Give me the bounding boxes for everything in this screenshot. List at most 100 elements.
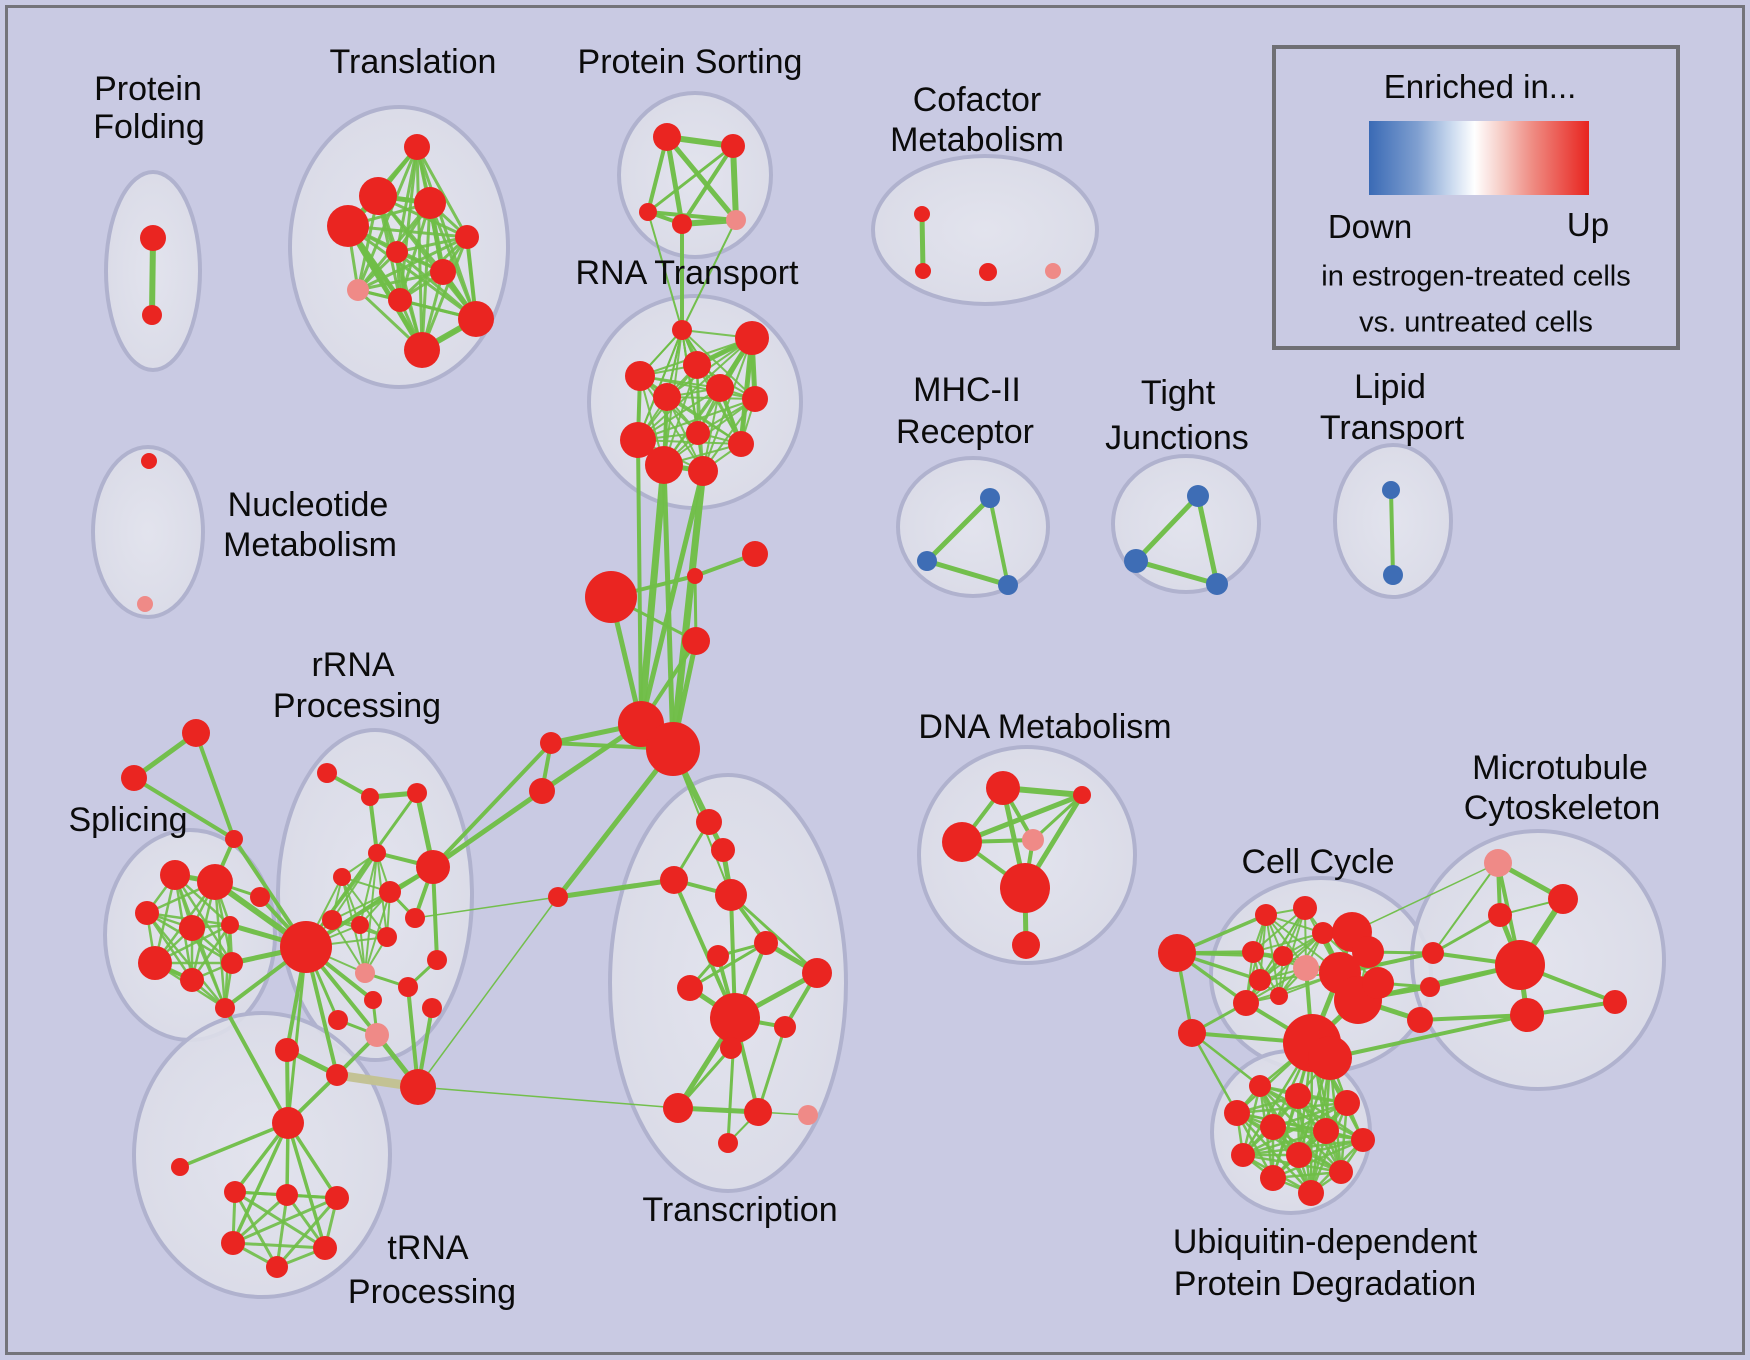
gene-set-node-SP9[interactable] (215, 998, 235, 1018)
gene-set-node-UB6[interactable] (1313, 1118, 1339, 1144)
gene-set-node-CC8[interactable] (1293, 955, 1319, 981)
gene-set-node-TR14[interactable] (798, 1105, 818, 1125)
gene-set-node-TJ1[interactable] (1187, 485, 1209, 507)
gene-set-node-RR3[interactable] (407, 783, 427, 803)
gene-set-node-SP10[interactable] (250, 887, 270, 907)
gene-set-node-CF4[interactable] (1045, 263, 1061, 279)
gene-set-node-MT3[interactable] (1488, 903, 1512, 927)
gene-set-node-PS5[interactable] (726, 210, 746, 230)
gene-set-node-SP5[interactable] (221, 916, 239, 934)
gene-set-node-CF2[interactable] (915, 263, 931, 279)
gene-set-node-C1[interactable] (687, 568, 703, 584)
gene-set-node-SPB[interactable] (121, 765, 147, 791)
gene-set-node-UB3[interactable] (1334, 1090, 1360, 1116)
gene-set-node-RR8[interactable] (405, 908, 425, 928)
gene-set-node-SP1[interactable] (160, 860, 190, 890)
gene-set-node-RT6[interactable] (706, 374, 734, 402)
gene-set-node-SP7[interactable] (180, 968, 204, 992)
gene-set-node-TP2[interactable] (276, 1184, 298, 1206)
gene-set-node-SP2[interactable] (197, 864, 233, 900)
gene-set-node-TP6[interactable] (266, 1256, 288, 1278)
gene-set-node-CF1[interactable] (914, 206, 930, 222)
gene-set-node-RR7[interactable] (379, 881, 401, 903)
gene-set-node-CC5[interactable] (1352, 936, 1384, 968)
gene-set-node-RR18[interactable] (326, 1064, 348, 1086)
gene-set-node-RT3[interactable] (683, 351, 711, 379)
gene-set-node-TR11[interactable] (720, 1037, 742, 1059)
gene-set-node-DM2[interactable] (1073, 786, 1091, 804)
gene-set-node-SPC[interactable] (225, 830, 243, 848)
gene-set-node-UB12[interactable] (1298, 1180, 1324, 1206)
gene-set-node-T7[interactable] (430, 259, 456, 285)
gene-set-node-RR12[interactable] (280, 921, 332, 973)
gene-set-node-C2[interactable] (742, 541, 768, 567)
gene-set-node-RR19[interactable] (328, 1010, 348, 1030)
gene-set-node-DM3[interactable] (942, 822, 982, 862)
gene-set-node-TR12[interactable] (663, 1093, 693, 1123)
gene-set-node-RR14[interactable] (427, 950, 447, 970)
gene-set-node-RR13[interactable] (355, 963, 375, 983)
gene-set-node-TR3[interactable] (660, 866, 688, 894)
gene-set-node-TR7[interactable] (677, 975, 703, 1001)
gene-set-node-CC17[interactable] (1178, 1019, 1206, 1047)
gene-set-node-MH3[interactable] (998, 575, 1018, 595)
gene-set-node-CF3[interactable] (979, 263, 997, 281)
gene-set-node-CC2[interactable] (1293, 896, 1317, 920)
gene-set-node-MT4[interactable] (1495, 940, 1545, 990)
gene-set-node-CC1[interactable] (1255, 904, 1277, 926)
gene-set-node-TPH[interactable] (272, 1107, 304, 1139)
gene-set-node-CC6[interactable] (1242, 941, 1264, 963)
gene-set-node-TR2[interactable] (711, 838, 735, 862)
gene-set-node-RR23[interactable] (365, 1023, 389, 1047)
gene-set-node-T4[interactable] (327, 205, 369, 247)
gene-set-node-UB2[interactable] (1285, 1083, 1311, 1109)
gene-set-node-TJ2[interactable] (1124, 549, 1148, 573)
gene-set-node-CC15[interactable] (1308, 1036, 1352, 1080)
gene-set-node-TR13[interactable] (744, 1098, 772, 1126)
gene-set-node-T9[interactable] (388, 288, 412, 312)
gene-set-node-PS2[interactable] (721, 134, 745, 158)
gene-set-node-RR16[interactable] (364, 991, 382, 1009)
gene-set-node-DM4[interactable] (1022, 829, 1044, 851)
gene-set-node-UB11[interactable] (1329, 1160, 1353, 1184)
gene-set-node-UB4[interactable] (1224, 1100, 1250, 1126)
gene-set-node-CC0[interactable] (1158, 934, 1196, 972)
gene-set-node-DM5[interactable] (1000, 863, 1050, 913)
gene-set-node-RR4[interactable] (368, 844, 386, 862)
gene-set-node-TP5[interactable] (313, 1236, 337, 1260)
gene-set-node-RR15[interactable] (398, 977, 418, 997)
gene-set-node-MT1[interactable] (1484, 849, 1512, 877)
gene-set-node-CC7[interactable] (1273, 946, 1293, 966)
gene-set-node-CC3[interactable] (1312, 922, 1334, 944)
gene-set-node-TR5[interactable] (754, 931, 778, 955)
gene-set-node-T8[interactable] (347, 279, 369, 301)
gene-set-node-L1[interactable] (540, 732, 562, 754)
gene-set-node-LT2[interactable] (1383, 565, 1403, 585)
gene-set-node-RT4[interactable] (625, 361, 655, 391)
gene-set-node-RR17[interactable] (275, 1038, 299, 1062)
gene-set-node-CC16[interactable] (1362, 967, 1394, 999)
gene-set-node-UB7[interactable] (1351, 1128, 1375, 1152)
gene-set-node-RR5[interactable] (416, 850, 450, 884)
gene-set-node-PS3[interactable] (639, 203, 657, 221)
gene-set-node-TP4[interactable] (221, 1231, 245, 1255)
gene-set-node-PS4[interactable] (672, 214, 692, 234)
gene-set-node-UB9[interactable] (1286, 1142, 1312, 1168)
gene-set-node-RR21[interactable] (400, 1069, 436, 1105)
gene-set-node-MH1[interactable] (980, 488, 1000, 508)
gene-set-node-TR9[interactable] (710, 993, 760, 1043)
gene-set-node-PF2[interactable] (142, 305, 162, 325)
gene-set-node-TR8[interactable] (802, 958, 832, 988)
gene-set-node-CC11[interactable] (1233, 990, 1259, 1016)
gene-set-node-T2[interactable] (359, 177, 397, 215)
gene-set-node-RT8[interactable] (620, 422, 656, 458)
gene-set-node-TR1[interactable] (696, 809, 722, 835)
gene-set-node-TR6[interactable] (707, 945, 729, 967)
gene-set-node-RR11[interactable] (377, 927, 397, 947)
gene-set-node-RT7[interactable] (742, 386, 768, 412)
gene-set-node-BR2[interactable] (1420, 977, 1440, 997)
gene-set-node-TP3[interactable] (325, 1186, 349, 1210)
gene-set-node-SP6[interactable] (138, 946, 172, 980)
gene-set-node-RT12[interactable] (688, 456, 718, 486)
gene-set-node-RT11[interactable] (645, 446, 683, 484)
